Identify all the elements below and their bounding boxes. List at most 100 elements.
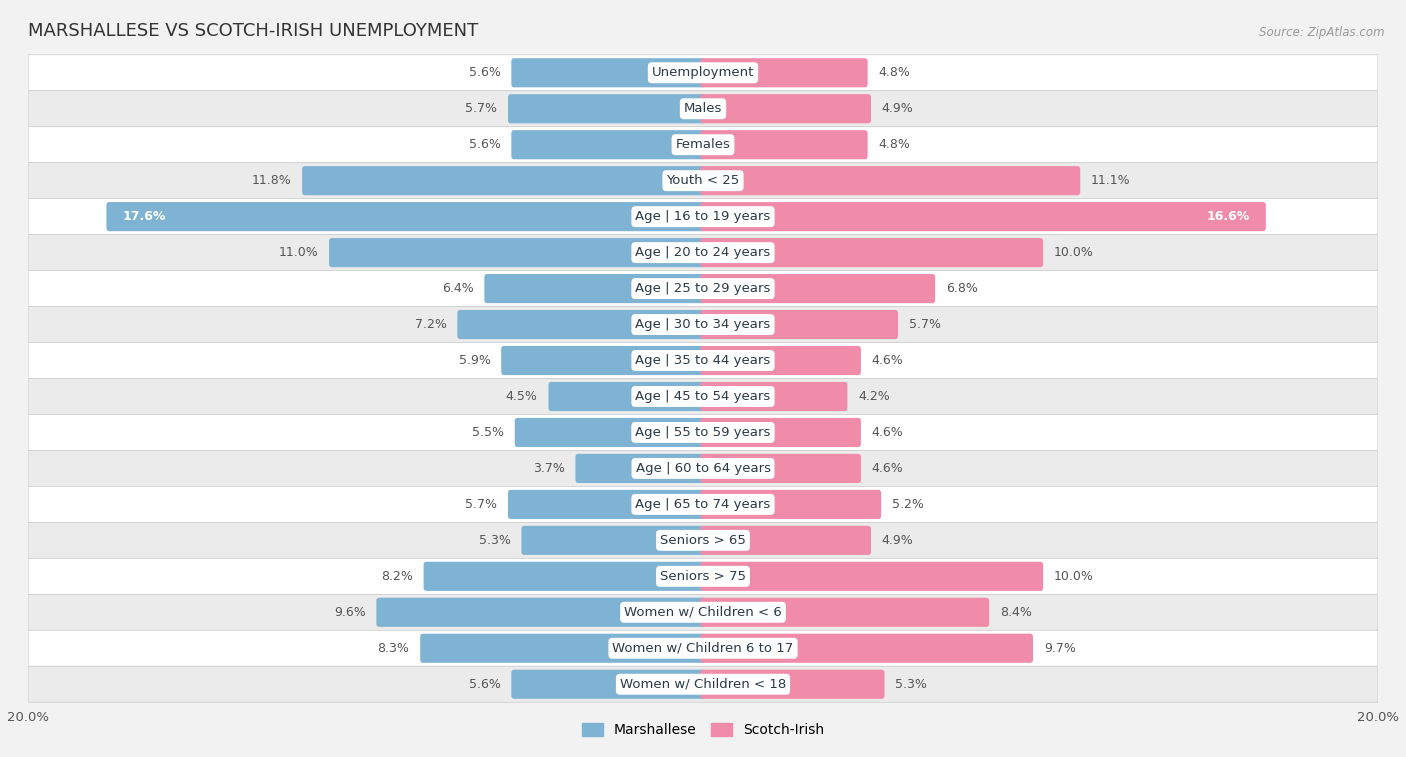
FancyBboxPatch shape [484,274,706,303]
Text: Seniors > 75: Seniors > 75 [659,570,747,583]
FancyBboxPatch shape [700,58,868,87]
Text: 9.7%: 9.7% [1043,642,1076,655]
Text: Age | 45 to 54 years: Age | 45 to 54 years [636,390,770,403]
FancyBboxPatch shape [548,382,706,411]
FancyBboxPatch shape [508,94,706,123]
Text: Age | 25 to 29 years: Age | 25 to 29 years [636,282,770,295]
FancyBboxPatch shape [28,450,1378,487]
Text: MARSHALLESE VS SCOTCH-IRISH UNEMPLOYMENT: MARSHALLESE VS SCOTCH-IRISH UNEMPLOYMENT [28,22,478,40]
Text: 17.6%: 17.6% [122,210,166,223]
FancyBboxPatch shape [302,166,706,195]
Text: 7.2%: 7.2% [415,318,447,331]
Text: 10.0%: 10.0% [1054,246,1094,259]
Text: Women w/ Children < 18: Women w/ Children < 18 [620,678,786,690]
FancyBboxPatch shape [522,526,706,555]
Text: 5.7%: 5.7% [908,318,941,331]
FancyBboxPatch shape [700,382,848,411]
Text: Women w/ Children 6 to 17: Women w/ Children 6 to 17 [613,642,793,655]
FancyBboxPatch shape [423,562,706,591]
FancyBboxPatch shape [512,670,706,699]
FancyBboxPatch shape [28,378,1378,415]
Text: 9.6%: 9.6% [333,606,366,618]
Text: 5.9%: 5.9% [458,354,491,367]
Text: 4.9%: 4.9% [882,534,914,547]
Text: 5.6%: 5.6% [468,139,501,151]
Text: 4.8%: 4.8% [879,67,910,79]
FancyBboxPatch shape [700,310,898,339]
FancyBboxPatch shape [28,487,1378,522]
Text: Age | 16 to 19 years: Age | 16 to 19 years [636,210,770,223]
Text: Males: Males [683,102,723,115]
FancyBboxPatch shape [28,91,1378,126]
FancyBboxPatch shape [107,202,706,231]
FancyBboxPatch shape [28,307,1378,342]
Text: 5.3%: 5.3% [479,534,510,547]
Text: 8.3%: 8.3% [378,642,409,655]
FancyBboxPatch shape [700,238,1043,267]
Text: 5.5%: 5.5% [472,426,503,439]
FancyBboxPatch shape [512,130,706,159]
Text: 4.2%: 4.2% [858,390,890,403]
Text: 5.7%: 5.7% [465,102,498,115]
Text: 11.0%: 11.0% [278,246,318,259]
FancyBboxPatch shape [28,666,1378,702]
FancyBboxPatch shape [700,418,860,447]
FancyBboxPatch shape [700,598,990,627]
FancyBboxPatch shape [28,415,1378,450]
FancyBboxPatch shape [700,670,884,699]
FancyBboxPatch shape [700,274,935,303]
FancyBboxPatch shape [508,490,706,519]
Text: Women w/ Children < 6: Women w/ Children < 6 [624,606,782,618]
Text: Source: ZipAtlas.com: Source: ZipAtlas.com [1260,26,1385,39]
FancyBboxPatch shape [575,454,706,483]
Text: Age | 65 to 74 years: Age | 65 to 74 years [636,498,770,511]
FancyBboxPatch shape [28,594,1378,631]
Text: 5.2%: 5.2% [891,498,924,511]
Text: 16.6%: 16.6% [1206,210,1250,223]
Text: 4.6%: 4.6% [872,426,904,439]
Text: 11.8%: 11.8% [252,174,291,187]
Legend: Marshallese, Scotch-Irish: Marshallese, Scotch-Irish [576,718,830,743]
Text: Unemployment: Unemployment [652,67,754,79]
Text: 3.7%: 3.7% [533,462,565,475]
Text: 11.1%: 11.1% [1091,174,1130,187]
Text: 5.6%: 5.6% [468,67,501,79]
FancyBboxPatch shape [700,562,1043,591]
Text: 8.4%: 8.4% [1000,606,1032,618]
Text: Age | 55 to 59 years: Age | 55 to 59 years [636,426,770,439]
FancyBboxPatch shape [28,559,1378,594]
FancyBboxPatch shape [700,454,860,483]
FancyBboxPatch shape [512,58,706,87]
Text: 5.6%: 5.6% [468,678,501,690]
FancyBboxPatch shape [501,346,706,375]
FancyBboxPatch shape [700,346,860,375]
Text: Age | 35 to 44 years: Age | 35 to 44 years [636,354,770,367]
FancyBboxPatch shape [377,598,706,627]
FancyBboxPatch shape [28,522,1378,559]
FancyBboxPatch shape [329,238,706,267]
FancyBboxPatch shape [28,55,1378,91]
FancyBboxPatch shape [700,130,868,159]
Text: 10.0%: 10.0% [1054,570,1094,583]
FancyBboxPatch shape [28,631,1378,666]
FancyBboxPatch shape [420,634,706,663]
Text: Age | 20 to 24 years: Age | 20 to 24 years [636,246,770,259]
FancyBboxPatch shape [700,202,1265,231]
Text: 4.5%: 4.5% [506,390,537,403]
Text: 4.6%: 4.6% [872,354,904,367]
Text: Age | 30 to 34 years: Age | 30 to 34 years [636,318,770,331]
Text: 5.3%: 5.3% [896,678,927,690]
FancyBboxPatch shape [700,94,872,123]
Text: 8.2%: 8.2% [381,570,413,583]
Text: Seniors > 65: Seniors > 65 [659,534,747,547]
FancyBboxPatch shape [28,163,1378,198]
FancyBboxPatch shape [515,418,706,447]
FancyBboxPatch shape [700,526,872,555]
FancyBboxPatch shape [700,166,1080,195]
Text: Youth < 25: Youth < 25 [666,174,740,187]
Text: 6.4%: 6.4% [441,282,474,295]
Text: 6.8%: 6.8% [946,282,977,295]
Text: 4.8%: 4.8% [879,139,910,151]
Text: Females: Females [675,139,731,151]
FancyBboxPatch shape [28,270,1378,307]
